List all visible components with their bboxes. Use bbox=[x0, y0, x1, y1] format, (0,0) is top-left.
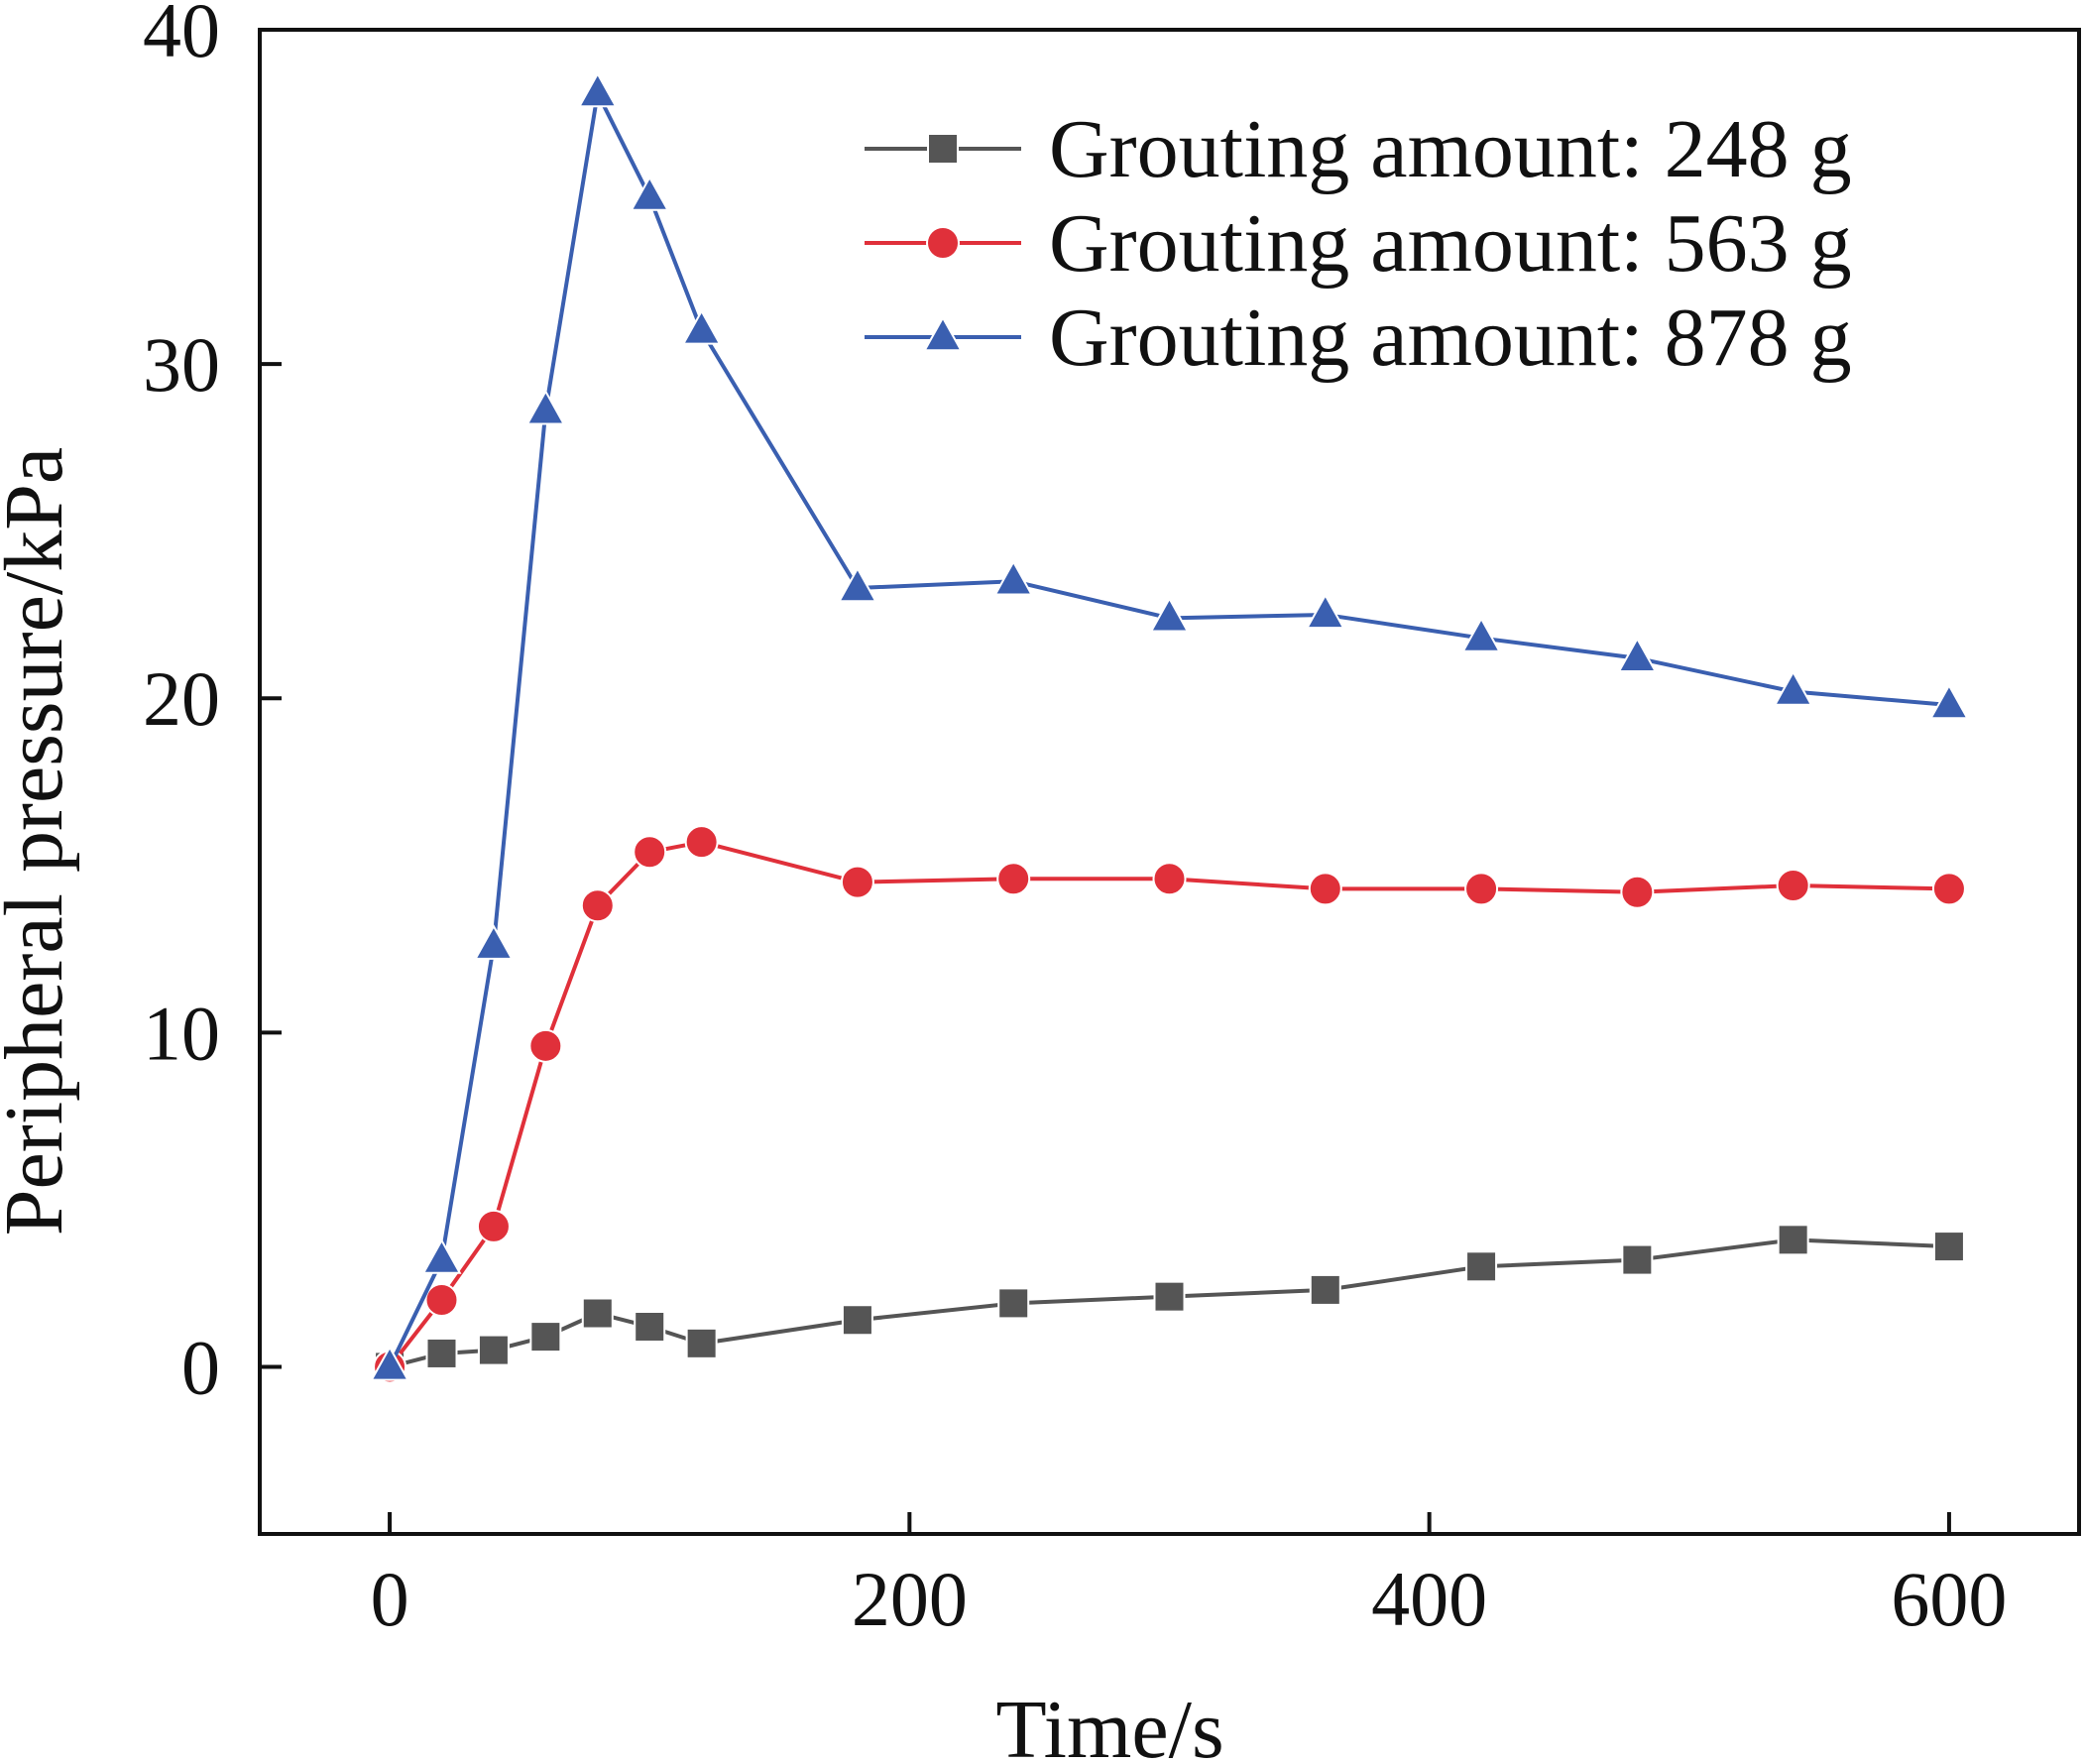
x-axis-ticks: 0 200 400 600 bbox=[371, 1512, 2007, 1642]
series-triangle bbox=[370, 71, 1969, 1381]
x-axis-title: Time/s bbox=[995, 1684, 1223, 1764]
data-point bbox=[370, 1345, 410, 1381]
x-tick-label: 400 bbox=[1371, 1556, 1487, 1642]
x-tick-label: 0 bbox=[371, 1556, 409, 1642]
data-point bbox=[424, 1283, 459, 1318]
data-point bbox=[1620, 875, 1655, 909]
data-point bbox=[1308, 872, 1342, 906]
data-point bbox=[1149, 596, 1190, 633]
data-point bbox=[684, 825, 719, 860]
data-point bbox=[528, 1028, 563, 1063]
data-point bbox=[841, 1304, 873, 1337]
data-point bbox=[996, 862, 1031, 896]
legend-label: Grouting amount: 878 g bbox=[1049, 292, 1852, 384]
legend-item: Grouting amount: 248 g bbox=[865, 103, 1852, 195]
data-point bbox=[633, 835, 667, 870]
legend-marker bbox=[926, 226, 960, 260]
data-point bbox=[476, 1209, 511, 1243]
data-point bbox=[840, 865, 874, 899]
series-layer bbox=[370, 71, 1969, 1384]
data-point bbox=[577, 71, 618, 108]
data-point bbox=[1152, 862, 1187, 896]
y-tick-label: 20 bbox=[143, 655, 220, 742]
data-point bbox=[477, 1334, 510, 1366]
data-point bbox=[993, 559, 1034, 596]
data-point bbox=[580, 888, 615, 923]
legend-label: Grouting amount: 248 g bbox=[1049, 103, 1852, 195]
data-point bbox=[837, 566, 877, 603]
data-point bbox=[681, 308, 722, 345]
data-point bbox=[634, 1310, 666, 1343]
data-point bbox=[425, 1337, 458, 1369]
data-point bbox=[1932, 1231, 1965, 1263]
data-point bbox=[1773, 669, 1813, 706]
data-point bbox=[1617, 637, 1658, 672]
data-point bbox=[1928, 683, 1969, 720]
plot-frame bbox=[258, 28, 2081, 1536]
y-tick-label: 30 bbox=[143, 321, 220, 408]
y-axis-title: Peripheral pressure/kPa bbox=[0, 447, 80, 1235]
data-point bbox=[1621, 1243, 1654, 1276]
data-point bbox=[630, 175, 670, 211]
data-point bbox=[421, 1237, 462, 1274]
data-point bbox=[1776, 869, 1810, 903]
legend-marker bbox=[923, 315, 963, 352]
y-axis-ticks: 0 10 20 30 40 bbox=[143, 0, 282, 1410]
data-point bbox=[529, 1321, 562, 1353]
data-point bbox=[473, 924, 514, 960]
data-point bbox=[1465, 1250, 1498, 1283]
legend-item: Grouting amount: 563 g bbox=[865, 197, 1852, 290]
data-point bbox=[997, 1287, 1030, 1320]
data-point bbox=[525, 389, 566, 425]
data-point bbox=[1309, 1273, 1341, 1306]
x-tick-label: 600 bbox=[1891, 1556, 2007, 1642]
series-square bbox=[374, 1224, 1965, 1383]
data-point bbox=[581, 1297, 614, 1330]
data-point bbox=[685, 1327, 718, 1359]
y-tick-label: 0 bbox=[181, 1324, 220, 1410]
data-point bbox=[1464, 872, 1499, 906]
legend-label: Grouting amount: 563 g bbox=[1049, 197, 1852, 290]
legend-marker bbox=[927, 133, 959, 165]
legend-item: Grouting amount: 878 g bbox=[865, 292, 1852, 384]
series-circle bbox=[373, 825, 1966, 1384]
data-point bbox=[1777, 1224, 1809, 1256]
y-tick-label: 40 bbox=[143, 0, 220, 73]
data-point bbox=[1461, 616, 1502, 652]
x-tick-label: 200 bbox=[852, 1556, 968, 1642]
data-point bbox=[1305, 593, 1345, 630]
y-tick-label: 10 bbox=[143, 990, 220, 1076]
data-point bbox=[1153, 1280, 1186, 1313]
data-point bbox=[1931, 872, 1966, 906]
